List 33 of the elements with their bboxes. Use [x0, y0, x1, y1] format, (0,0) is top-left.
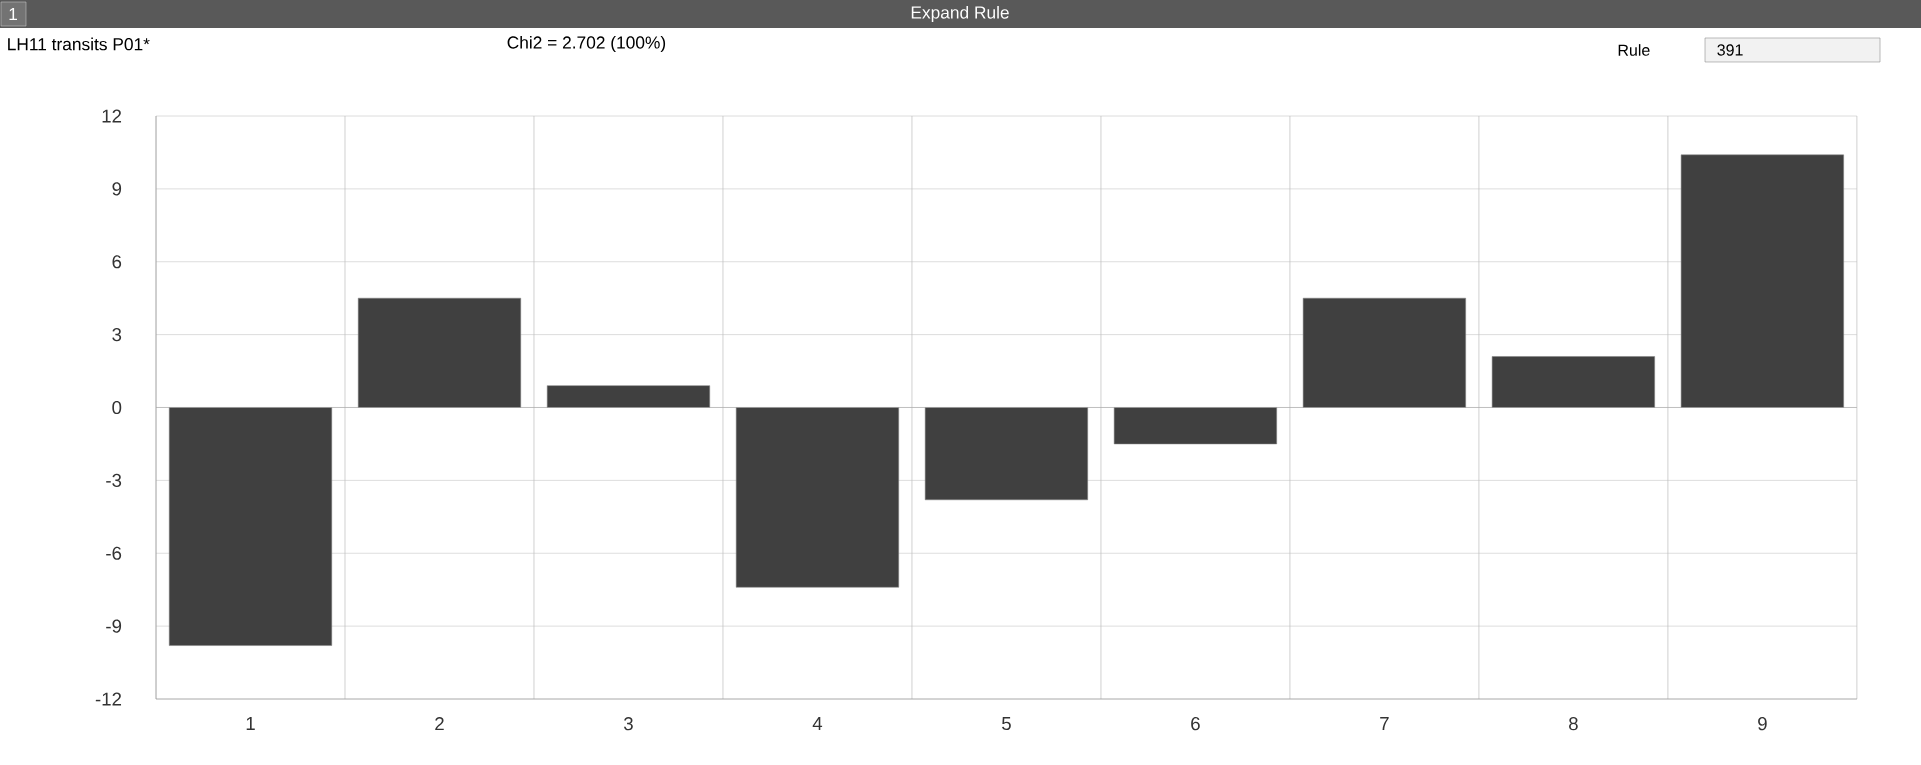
bar	[546, 385, 710, 408]
x-tick-label: 9	[1758, 717, 1767, 731]
bar	[1302, 297, 1466, 408]
x-tick-label: 6	[1191, 717, 1200, 731]
bar	[735, 407, 899, 588]
bar	[1491, 356, 1655, 408]
text: 391	[1717, 44, 1743, 56]
y-tick-label: -6	[106, 546, 122, 560]
y-tick-label: -12	[95, 692, 122, 706]
x-tick-label: 4	[812, 717, 823, 730]
x-tick-label: 3	[623, 717, 633, 731]
bar	[924, 407, 1088, 501]
x-tick-label: 2	[435, 717, 444, 731]
text: 1	[9, 8, 17, 20]
text: Expand Rule	[911, 5, 1009, 23]
bar	[1113, 407, 1277, 445]
y-tick-label: -9	[106, 619, 122, 633]
chart-subtitle: Chi2 = 2.702 (100%)	[507, 35, 666, 53]
y-tick-label: 9	[112, 182, 122, 196]
bar	[168, 407, 333, 646]
bar	[1680, 154, 1844, 408]
bar	[357, 297, 522, 408]
x-tick-label: 7	[1380, 717, 1389, 730]
x-tick-label: 1	[246, 717, 255, 730]
text: Rule	[1618, 44, 1650, 56]
x-tick-label: 8	[1569, 717, 1578, 731]
y-tick-label: 6	[112, 255, 122, 269]
y-tick-label: -3	[106, 473, 122, 487]
y-tick-label: 12	[102, 109, 122, 123]
chart-title: LH11 transits P01*	[8, 37, 150, 51]
y-tick-label: 3	[112, 328, 122, 342]
y-tick-label: 0	[112, 400, 122, 415]
x-tick-label: 5	[1002, 717, 1011, 731]
